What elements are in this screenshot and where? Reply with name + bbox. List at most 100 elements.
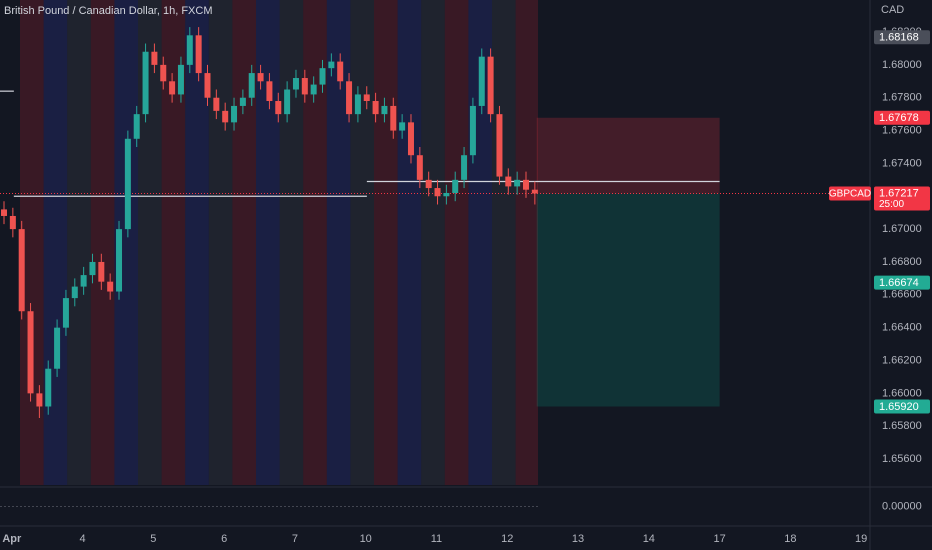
session-stripe [444, 0, 469, 485]
candle-body [478, 56, 485, 106]
session-stripe [232, 0, 256, 485]
price-badge-label: 1.66674 [879, 277, 919, 289]
price-badge-label: 1.65920 [879, 401, 919, 413]
candle-body [452, 179, 459, 193]
y-tick-label: 1.67800 [882, 92, 922, 104]
candle-body [328, 61, 335, 69]
x-tick-label: 13 [572, 533, 584, 545]
symbol-label: GBPCAD [829, 189, 871, 200]
session-stripe [114, 0, 138, 485]
candle-body [372, 101, 379, 115]
candle-body [292, 78, 299, 90]
candle-body [487, 56, 494, 115]
last-price-label: 1.67217 [879, 187, 919, 199]
price-badge-label: 1.67678 [879, 112, 919, 124]
y-tick-label: 1.66800 [882, 256, 922, 268]
candle-body [337, 61, 344, 82]
currency-label: CAD [881, 4, 904, 16]
candle-body [151, 51, 158, 65]
candle-body [18, 229, 25, 312]
candle-body [531, 189, 538, 194]
candle-body [62, 298, 69, 328]
candle-body [257, 73, 264, 82]
x-tick-label: 12 [501, 533, 513, 545]
candle-body [45, 368, 52, 407]
candle-body [301, 78, 308, 95]
candle-body [98, 261, 105, 282]
x-tick-label: 10 [360, 533, 372, 545]
candle-body [160, 64, 167, 82]
x-tick-label: 11 [431, 533, 442, 545]
session-stripe [303, 0, 327, 485]
candle-body [399, 122, 406, 131]
candle-body [213, 97, 220, 111]
candle-body [514, 179, 521, 187]
candle-body [1, 209, 7, 216]
x-tick-label: 7 [292, 533, 298, 545]
session-stripe [397, 0, 422, 485]
session-stripe [256, 0, 280, 485]
session-stripe [43, 0, 68, 485]
candle-body [222, 110, 229, 123]
y-tick-label: 1.66000 [882, 387, 922, 399]
candle-body [461, 155, 468, 180]
candle-body [124, 138, 131, 230]
candle-body [186, 35, 193, 65]
candle-body [363, 94, 370, 102]
candle-body [275, 101, 282, 115]
candle-body [142, 51, 149, 115]
candle-body [310, 84, 317, 95]
candle-body [80, 275, 87, 287]
x-tick-label: 18 [784, 533, 796, 545]
target-zone [536, 193, 720, 407]
stop-zone [536, 117, 720, 194]
candle-body [54, 327, 61, 369]
candle-body [443, 192, 450, 197]
candle-body [248, 73, 255, 98]
x-tick-label: 19 [855, 533, 867, 545]
price-badge [874, 30, 930, 45]
candle-body [469, 105, 476, 156]
y-tick-label: 1.67400 [882, 157, 922, 169]
price-badge-label: 1.68168 [879, 32, 919, 44]
y-tick-label: 1.67000 [882, 223, 922, 235]
session-stripe [492, 0, 516, 485]
candle-body [390, 105, 397, 131]
candle-body [407, 122, 414, 156]
price-badge [874, 275, 930, 290]
session-stripe [421, 0, 445, 485]
session-stripe [279, 0, 304, 485]
y-tick-label: 1.68000 [882, 59, 922, 71]
candle-body [89, 261, 96, 276]
candle-body [169, 81, 176, 95]
candle-body [9, 215, 16, 230]
candle-body [133, 114, 140, 139]
session-stripe [161, 0, 186, 485]
last-price-badge [874, 186, 930, 211]
y-tick-label: 1.65800 [882, 420, 922, 432]
candle-body [27, 311, 34, 394]
y-tick-label: 1.66200 [882, 354, 922, 366]
price-badge [874, 110, 930, 125]
session-stripe [138, 0, 162, 485]
x-tick-label: 5 [150, 533, 156, 545]
candle-body [36, 393, 43, 407]
symbol-badge [829, 186, 871, 201]
session-stripe [350, 0, 374, 485]
indicator-tick-label: 0.00000 [882, 500, 922, 512]
candle-body [425, 179, 432, 189]
candle-body [434, 188, 441, 197]
candle-body [523, 179, 529, 190]
candle-body [416, 155, 423, 180]
candle-body [381, 105, 388, 115]
x-tick-label: Apr [2, 533, 22, 545]
chart-title: British Pound / Canadian Dollar, 1h, FXC… [4, 5, 213, 17]
x-tick-label: 6 [221, 533, 227, 545]
candle-body [319, 68, 326, 85]
x-tick-label: 14 [643, 533, 655, 545]
candle-body [177, 64, 184, 95]
session-stripe [20, 0, 44, 485]
session-stripe [67, 0, 91, 485]
y-tick-label: 1.66400 [882, 322, 922, 334]
